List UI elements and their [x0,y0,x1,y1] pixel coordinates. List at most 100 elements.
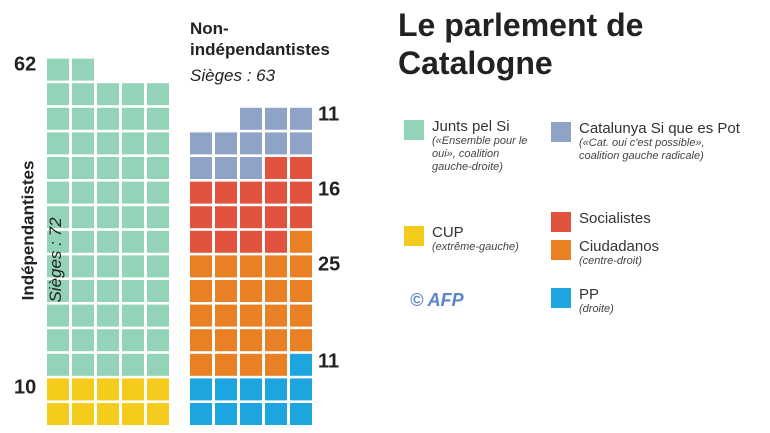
seat [147,255,169,278]
legend-entry: Junts pel Si («Ensemble pour le oui», coa… [432,118,542,174]
seat [190,353,212,376]
seat [47,83,69,106]
seat [147,107,169,130]
legend-swatch [551,288,571,308]
seat [215,304,237,327]
seat [215,329,237,352]
seat [265,206,287,229]
seat [147,206,169,229]
seat [190,378,212,401]
value-label: 62 [14,53,36,75]
seat [97,403,119,425]
seat [240,329,262,352]
seat [215,255,237,278]
legend-name: Socialistes [579,210,651,227]
seat [97,304,119,327]
seat [265,403,287,425]
seat [122,157,144,179]
seat [215,230,237,253]
seat [290,329,312,352]
seat [47,304,69,327]
seat [72,378,94,401]
seat [147,83,169,106]
seat [122,83,144,106]
seat [290,230,312,253]
seat [72,403,94,425]
seat [97,181,119,204]
seat [47,132,69,155]
seat [265,255,287,278]
seat [72,132,94,155]
seat [72,280,94,302]
seat [47,353,69,376]
seat [147,157,169,179]
seat [147,230,169,253]
value-label: 16 [318,178,340,200]
seat [47,329,69,352]
seat [265,181,287,204]
seat [147,181,169,204]
seat [265,107,287,130]
seat [122,255,144,278]
seat [147,280,169,302]
source: © AFP [410,290,464,310]
legend-entry: Catalunya Si que es Pot («Cat. oui c'est … [579,120,744,163]
legend-note: («Cat. oui c'est possible», coalition ga… [579,137,705,162]
seat [72,230,94,253]
seat [240,403,262,425]
seat [72,181,94,204]
seat [240,255,262,278]
seat [147,378,169,401]
seat [190,329,212,352]
seat [290,304,312,327]
seat [47,403,69,425]
seats-label: Sièges : [190,66,252,85]
legend-swatch [551,240,571,260]
seat [190,403,212,425]
seat [147,329,169,352]
seat [290,107,312,130]
legend-swatch [551,122,571,142]
seat [122,132,144,155]
seat [240,107,262,130]
seat [122,378,144,401]
legend-swatch [404,120,424,140]
seat [190,280,212,302]
seat [47,280,69,302]
seat [97,280,119,302]
seat [290,353,312,376]
seat [97,132,119,155]
seat [122,280,144,302]
seat [97,157,119,179]
seat [190,181,212,204]
seat [47,378,69,401]
seat [72,107,94,130]
seat [290,132,312,155]
legend-note: (extrême-gauche) [432,241,519,253]
seat [240,378,262,401]
legend-note: (centre-droit) [579,255,642,267]
seat [265,157,287,179]
seat [97,83,119,106]
seat [290,378,312,401]
seat [122,353,144,376]
value-label: 11 [318,350,339,372]
seat [240,230,262,253]
seat [215,157,237,179]
seat [47,255,69,278]
seat [240,181,262,204]
seat [47,107,69,130]
seat [97,255,119,278]
seat [147,403,169,425]
chart-title: Le parlement de Catalogne [398,7,644,81]
legend-swatch [551,212,571,232]
seat [240,206,262,229]
legend-name: Ciudadanos [579,238,660,255]
seat [72,58,94,81]
value-label: 10 [14,376,36,398]
seat [147,132,169,155]
seat [215,353,237,376]
seat [240,304,262,327]
